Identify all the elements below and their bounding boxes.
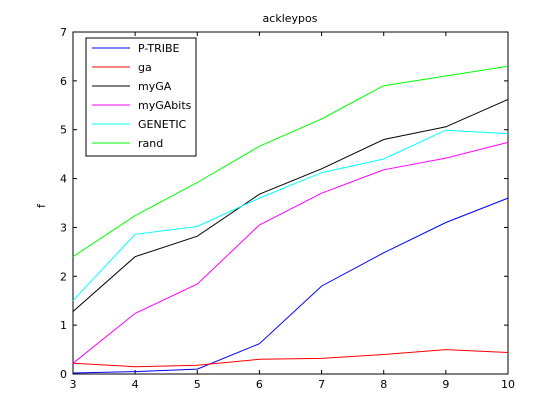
y-tick-label: 2 [60,270,67,283]
x-tick-label: 9 [442,378,449,391]
legend: P-TRIBE ga myGA myGAbits GENETIC rand [85,37,197,157]
series-line-genetic [72,129,509,302]
y-axis: 0 1 2 3 4 5 6 7 [60,26,508,381]
y-axis-label: f [35,203,48,208]
series-line-mygabits [72,141,509,364]
x-tick-label: 3 [70,378,77,391]
x-axis: 3 4 5 6 7 8 9 10 [70,32,515,391]
chart-title: ackleypos [263,12,318,25]
x-tick-label: 7 [318,378,325,391]
series-line-myga [72,98,509,312]
legend-label-rand: rand [138,137,163,150]
series-line-p-tribe [72,197,509,374]
y-tick-label: 4 [60,173,67,186]
legend-label-ga: ga [138,61,152,74]
series-line-ga [72,349,509,368]
y-tick-label: 1 [60,319,67,332]
legend-label-p-tribe: P-TRIBE [138,42,180,55]
series-lines [72,65,509,374]
y-tick-label: 6 [60,75,67,88]
legend-label-mygabits: myGAbits [138,99,192,112]
y-tick-label: 5 [60,124,67,137]
y-tick-label: 7 [60,26,67,39]
x-tick-label: 10 [501,378,515,391]
x-tick-label: 5 [194,378,201,391]
x-tick-label: 6 [256,378,263,391]
legend-label-genetic: GENETIC [138,118,187,131]
x-tick-label: 8 [380,378,387,391]
y-tick-label: 3 [60,221,67,234]
legend-label-myga: myGA [138,80,172,93]
y-tick-label: 0 [60,368,67,381]
x-tick-label: 4 [132,378,139,391]
series-line-rand [72,65,509,258]
legend-box [85,37,197,157]
